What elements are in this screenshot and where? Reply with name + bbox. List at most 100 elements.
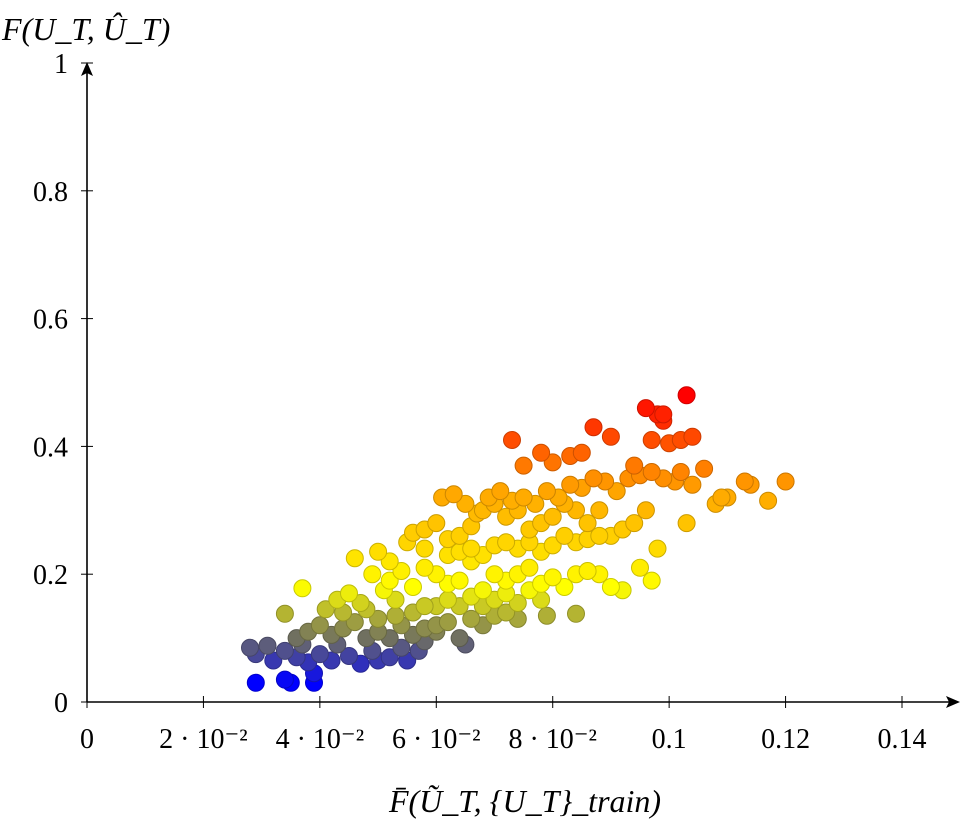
scatter-point [369,542,388,561]
scatter-point [415,558,434,577]
scatter-point [386,590,405,609]
scatter-point [677,514,696,533]
scatter-point [462,539,481,558]
scatter-point [415,597,434,616]
scatter-point [555,526,574,545]
scatter-point [695,459,714,478]
y-tick-label: 0.8 [33,177,68,208]
scatter-point [340,647,358,665]
scatter-point [438,590,457,609]
x-axis-label: F̄(Ũ_T, {U_T}_train) [388,783,661,819]
scatter-point [258,636,277,655]
scatter-point [310,616,329,635]
scatter-point [491,482,510,501]
scatter-point [275,670,294,689]
scatter-point [584,469,603,488]
scatter-point [567,604,585,623]
scatter-point [642,571,661,590]
axes [81,62,960,708]
scatter-point [671,463,690,481]
scatter-point [572,443,591,462]
scatter-point [631,558,649,577]
x-axis-arrow [946,696,960,708]
scatter-point [578,562,597,580]
scatter-point [543,453,562,472]
scatter-point [450,526,469,545]
scatter-point [473,581,492,600]
scatter-point [310,645,329,664]
scatter-point [584,418,603,437]
x-tick-label: 0.12 [761,724,810,755]
scatter-point [543,568,562,587]
scatter-point [532,443,551,462]
scatter-point [427,514,446,533]
scatter-point [392,562,411,580]
scatter-point [363,565,382,584]
y-tick-label: 1 [54,49,68,80]
y-axis-label: F(U_T, Û_T) [1,11,170,47]
scatter-point [415,539,434,558]
scatter-point [485,565,504,584]
scatter-point [450,629,469,648]
x-tick-label: 8 · 10⁻² [508,724,597,755]
scatter-point [450,571,469,590]
scatter-point [351,594,370,612]
scatter-point [380,552,399,571]
scatter-point [520,558,539,577]
x-tick-label: 0 [80,724,94,755]
scatter-point [601,578,620,596]
scatter-point [444,485,463,504]
scatter-point [462,609,481,628]
scatter-point [555,578,574,596]
x-ticks: 0 2 · 10⁻² 4 · 10⁻² 6 · 10⁻² 8 · 10⁻² 0.1 0.12… [80,696,927,755]
y-tick-label: 0.6 [33,305,68,336]
scatter-point [293,579,312,598]
scatter-point [246,673,265,692]
scatter-point [275,641,294,660]
scatter-point [404,578,422,596]
scatter-point [776,472,795,491]
scatter-point [380,648,399,667]
y-ticks: 0 0.2 0.4 0.6 0.8 1 [33,49,93,719]
scatter-point [636,399,655,418]
scatter-point [497,603,516,622]
scatter-point [438,613,457,632]
scatter-point [590,501,609,520]
scatter-point [508,594,527,612]
scatter-point [712,488,731,507]
x-tick-label: 6 · 10⁻² [392,724,481,755]
scatter-point [625,514,644,533]
scatter-point [380,571,399,590]
scatter-point [683,475,702,494]
scatter-point [636,501,655,520]
scatter-point [601,427,620,446]
scatter-point [497,533,516,552]
scatter-point [316,600,335,619]
scatter-point [456,494,475,513]
scatter-point [345,549,364,568]
scatter-point [648,539,667,558]
scatter-point [607,482,626,501]
scatter-point [642,431,661,449]
x-tick-label: 4 · 10⁻² [276,724,365,755]
scatter-point [386,606,405,625]
scatter-point [625,456,644,475]
scatter-point [392,638,411,657]
x-tick-label: 2 · 10⁻² [159,724,248,755]
scatter-point [683,427,702,446]
scatter-point [503,431,521,449]
x-tick-label: 0.1 [652,724,687,755]
y-axis-arrow [81,62,93,76]
scatter-point [642,463,661,481]
y-tick-label: 0.2 [33,560,68,591]
scatter-point [578,514,597,533]
scatter-point [543,536,562,555]
scatter-point [537,482,556,501]
y-tick-label: 0 [54,688,68,719]
data-points [241,386,795,692]
scatter-point [514,456,533,475]
scatter-point [275,604,294,623]
scatter-point [735,472,754,491]
scatter-point [514,488,533,507]
